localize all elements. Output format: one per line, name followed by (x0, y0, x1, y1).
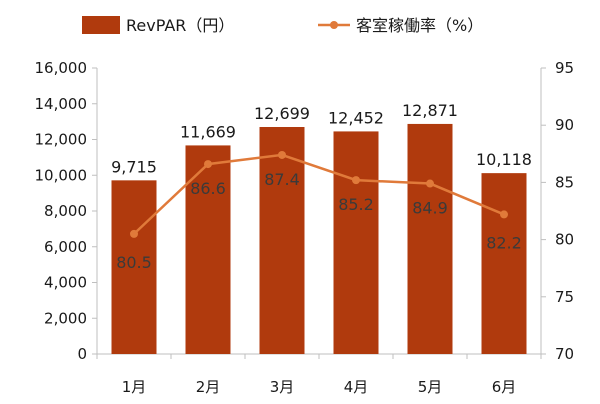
bar (259, 127, 305, 355)
occupancy-data-label: 80.5 (116, 253, 152, 272)
legend-label-occupancy: 客室稼働率（%） (356, 16, 483, 35)
y-axis-right: 70 75 80 85 90 95 (541, 59, 574, 363)
y-left-tick-label: 2,000 (44, 309, 87, 327)
y-axis-left: 0 2,000 4,000 6,000 8,000 10,000 12,000 14,000 1… (35, 59, 97, 363)
x-tick-label: 2月 (196, 378, 221, 396)
occupancy-data-label: 82.2 (486, 233, 522, 252)
y-right-tick-label: 70 (555, 345, 574, 363)
bar (333, 131, 379, 354)
occupancy-data-label: 87.4 (264, 170, 300, 189)
y-left-tick-label: 10,000 (35, 166, 88, 184)
occupancy-point (426, 179, 434, 188)
legend-swatch-occupancy-marker (330, 21, 338, 29)
bar-data-label: 9,715 (111, 157, 157, 176)
y-left-tick-label: 6,000 (44, 238, 87, 256)
y-right-tick-label: 95 (555, 59, 574, 77)
y-left-tick-label: 8,000 (44, 202, 87, 220)
bar (185, 145, 231, 354)
bar-data-label: 12,452 (328, 108, 384, 127)
bar-data-label: 11,669 (180, 122, 236, 141)
x-tick-label: 6月 (492, 378, 517, 396)
y-left-tick-label: 4,000 (44, 274, 87, 292)
y-left-tick-label: 14,000 (35, 95, 88, 113)
y-right-tick-label: 85 (555, 173, 574, 191)
line-series (130, 150, 508, 238)
x-axis: 1月 2月 3月 4月 5月 6月 (96, 354, 542, 396)
bar-data-labels: 9,715 11,669 12,699 12,452 12,871 10,118 (111, 101, 532, 176)
y-left-tick-label: 0 (77, 345, 87, 363)
x-tick-label: 3月 (270, 378, 295, 396)
occupancy-data-label: 86.6 (190, 179, 226, 198)
occupancy-data-label: 84.9 (412, 199, 448, 218)
legend-label-revpar: RevPAR（円） (126, 16, 234, 35)
bar (407, 123, 453, 354)
occupancy-point (278, 150, 286, 159)
x-tick-label: 4月 (344, 378, 369, 396)
bar-data-label: 12,871 (402, 101, 458, 120)
x-tick-label: 1月 (122, 378, 147, 396)
x-tick-label: 5月 (418, 378, 443, 396)
occupancy-point (204, 160, 212, 169)
y-right-tick-label: 75 (555, 288, 574, 306)
bar-data-label: 10,118 (476, 150, 532, 169)
bar (111, 180, 157, 354)
y-right-tick-label: 80 (555, 231, 574, 249)
y-right-tick-label: 90 (555, 116, 574, 134)
occupancy-point (352, 176, 360, 185)
line-data-labels: 80.5 86.6 87.4 85.2 84.9 82.2 (116, 170, 522, 272)
legend-swatch-revpar (82, 16, 120, 34)
occupancy-data-label: 85.2 (338, 195, 374, 214)
bar-data-label: 12,699 (254, 104, 310, 123)
y-left-tick-label: 16,000 (35, 59, 88, 77)
y-left-tick-label: 12,000 (35, 131, 88, 149)
bar (481, 173, 527, 354)
bar-series (111, 123, 527, 355)
occupancy-point (500, 210, 508, 219)
legend: RevPAR（円） 客室稼働率（%） (82, 16, 483, 35)
occupancy-point (130, 229, 138, 238)
occupancy-line (133, 153, 505, 235)
